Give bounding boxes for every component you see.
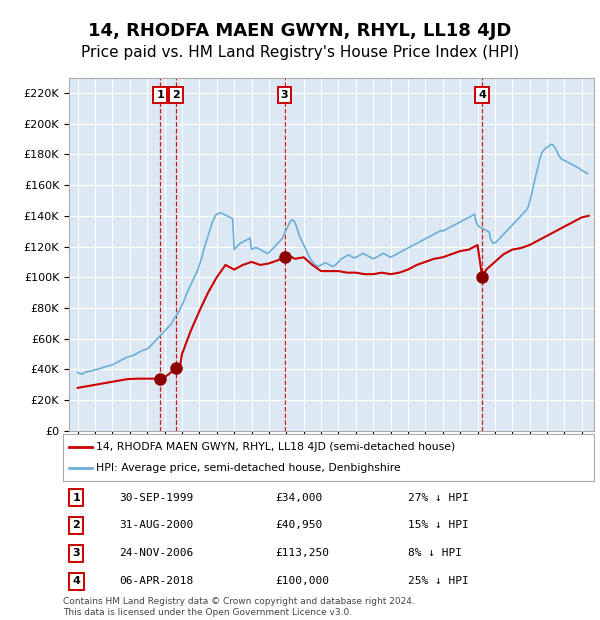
Text: 06-APR-2018: 06-APR-2018 — [119, 576, 193, 587]
Text: £34,000: £34,000 — [275, 492, 323, 503]
Text: 14, RHODFA MAEN GWYN, RHYL, LL18 4JD: 14, RHODFA MAEN GWYN, RHYL, LL18 4JD — [88, 22, 512, 40]
Text: 4: 4 — [73, 576, 80, 587]
Text: 1: 1 — [73, 492, 80, 503]
Text: 3: 3 — [73, 548, 80, 559]
Text: 24-NOV-2006: 24-NOV-2006 — [119, 548, 193, 559]
Text: HPI: Average price, semi-detached house, Denbighshire: HPI: Average price, semi-detached house,… — [97, 463, 401, 473]
Text: £40,950: £40,950 — [275, 520, 323, 531]
Text: 2: 2 — [172, 90, 180, 100]
Text: £100,000: £100,000 — [275, 576, 329, 587]
Text: 30-SEP-1999: 30-SEP-1999 — [119, 492, 193, 503]
Text: 31-AUG-2000: 31-AUG-2000 — [119, 520, 193, 531]
Text: 25% ↓ HPI: 25% ↓ HPI — [408, 576, 469, 587]
Text: 8% ↓ HPI: 8% ↓ HPI — [408, 548, 462, 559]
Text: 4: 4 — [478, 90, 486, 100]
Text: 27% ↓ HPI: 27% ↓ HPI — [408, 492, 469, 503]
Text: Price paid vs. HM Land Registry's House Price Index (HPI): Price paid vs. HM Land Registry's House … — [81, 45, 519, 60]
Text: Contains HM Land Registry data © Crown copyright and database right 2024.
This d: Contains HM Land Registry data © Crown c… — [63, 598, 415, 617]
Text: 3: 3 — [281, 90, 289, 100]
Text: 15% ↓ HPI: 15% ↓ HPI — [408, 520, 469, 531]
Text: 1: 1 — [157, 90, 164, 100]
Text: 2: 2 — [73, 520, 80, 531]
Text: 14, RHODFA MAEN GWYN, RHYL, LL18 4JD (semi-detached house): 14, RHODFA MAEN GWYN, RHYL, LL18 4JD (se… — [97, 441, 456, 451]
Text: £113,250: £113,250 — [275, 548, 329, 559]
